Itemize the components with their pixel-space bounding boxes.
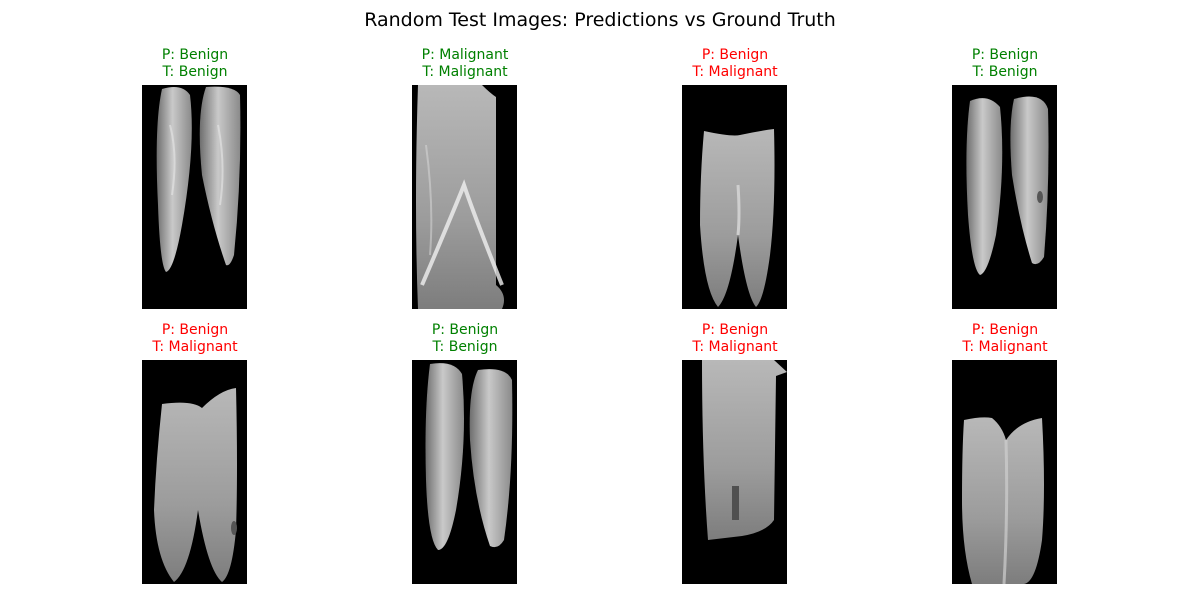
prediction-caption: P: Malignant T: Malignant (330, 47, 600, 81)
sample-panel-8: P: Benign T: Malignant (870, 322, 1140, 584)
sample-panel-2: P: Malignant T: Malignant (330, 47, 600, 309)
sample-panel-1: P: Benign T: Benign (60, 47, 330, 309)
prediction-label: P: Benign (161, 322, 229, 338)
sample-panel-7: P: Benign T: Malignant (600, 322, 870, 584)
prediction-caption: P: Benign T: Benign (870, 47, 1140, 81)
truth-label: T: Benign (432, 339, 498, 355)
scan-image (682, 360, 787, 584)
truth-label: T: Benign (972, 64, 1038, 80)
truth-label: T: Malignant (962, 339, 1048, 355)
scan-image (412, 360, 517, 584)
prediction-label: P: Benign (971, 47, 1039, 63)
prediction-label: P: Malignant (421, 47, 509, 63)
prediction-label: P: Benign (701, 47, 769, 63)
truth-label: T: Malignant (692, 339, 778, 355)
prediction-caption: P: Benign T: Malignant (600, 47, 870, 81)
scan-image (682, 85, 787, 309)
prediction-caption: P: Benign T: Malignant (870, 322, 1140, 356)
sample-panel-3: P: Benign T: Malignant (600, 47, 870, 309)
sample-panel-6: P: Benign T: Benign (330, 322, 600, 584)
prediction-label: P: Benign (971, 322, 1039, 338)
prediction-label: P: Benign (701, 322, 769, 338)
truth-label: T: Malignant (692, 64, 778, 80)
sample-panel-4: P: Benign T: Benign (870, 47, 1140, 309)
figure-title: Random Test Images: Predictions vs Groun… (364, 9, 836, 31)
truth-label: T: Benign (162, 64, 228, 80)
prediction-label: P: Benign (161, 47, 229, 63)
prediction-caption: P: Benign T: Benign (330, 322, 600, 356)
sample-panel-5: P: Benign T: Malignant (60, 322, 330, 584)
truth-label: T: Malignant (152, 339, 238, 355)
scan-image (952, 85, 1057, 309)
prediction-caption: P: Benign T: Malignant (60, 322, 330, 356)
prediction-caption: P: Benign T: Benign (60, 47, 330, 81)
scan-image (952, 360, 1057, 584)
scan-image (142, 85, 247, 309)
truth-label: T: Malignant (422, 64, 508, 80)
scan-image (412, 85, 517, 309)
scan-image (142, 360, 247, 584)
prediction-label: P: Benign (431, 322, 499, 338)
prediction-caption: P: Benign T: Malignant (600, 322, 870, 356)
